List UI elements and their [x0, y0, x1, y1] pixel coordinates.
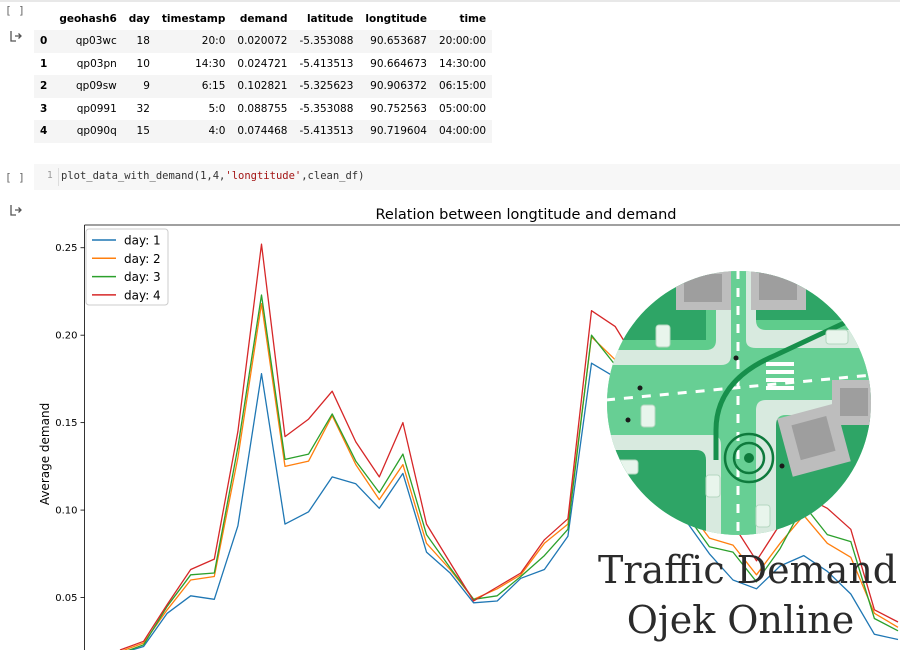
y-ticks: 0.05 0.10 0.15 0.20 0.25 [55, 243, 85, 604]
table-cell: qp0991 [76, 102, 117, 115]
legend-box [85, 228, 169, 306]
table-cell: -5.413513 [299, 57, 354, 70]
table-row: 3 qp0991 32 5:0 0.088755 -5.353088 90.75… [34, 98, 492, 121]
table-cell: 32 [136, 102, 150, 115]
table-cell: 9 [143, 80, 150, 93]
column-header [34, 8, 53, 30]
table-cell: 4:0 [208, 125, 226, 138]
table-cell: qp03wc [75, 35, 117, 48]
column-header: day [128, 13, 150, 25]
table-cell: qp090q [76, 125, 117, 138]
code-prefix: plot_data_with_demand(1,4, [61, 170, 226, 182]
legend-label: day: 2 [124, 252, 161, 266]
table-row: 0 qp03wc 18 20:0 0.020072 -5.353088 90.6… [34, 30, 493, 53]
column-header: demand [239, 13, 288, 25]
table-cell: 90.664673 [370, 57, 427, 70]
y-tick-label: 0.05 [55, 593, 77, 604]
output-arrow-icon [10, 205, 22, 216]
row-index: 1 [40, 57, 48, 70]
table-cell: -5.353088 [299, 102, 354, 115]
output-arrow-icon [10, 31, 22, 42]
row-index: 0 [40, 35, 48, 48]
y-tick-label: 0.10 [55, 506, 77, 517]
code-cell[interactable]: 1 plot_data_with_demand(1,4,'longtitude'… [34, 164, 900, 190]
table-cell: 05:00:00 [438, 102, 487, 115]
series-line-day-3 [127, 294, 899, 650]
table-row: 2 qp09sw 9 6:15 0.102821 -5.325623 90.90… [34, 75, 493, 98]
table-row: 4 qp090q 15 4:0 0.074468 -5.413513 90.71… [34, 120, 493, 143]
chart-title: Relation between longtitude and demand [376, 207, 677, 223]
city-intersection-map-icon [607, 271, 871, 535]
legend-label: day: 4 [124, 288, 161, 302]
table-cell: 5:0 [208, 102, 226, 115]
code-line[interactable]: plot_data_with_demand(1,4,'longtitude',c… [61, 170, 364, 182]
table-cell: 90.906372 [370, 80, 427, 93]
code-string-arg: 'longtitude' [225, 170, 302, 182]
line-number: 1 [47, 170, 53, 181]
row-index: 2 [40, 80, 48, 93]
top-divider [0, 0, 900, 2]
y-tick-label: 0.15 [55, 418, 77, 429]
table-cell: 06:15:00 [438, 80, 487, 93]
line-chart: Relation between longtitude and demand A… [38, 207, 900, 650]
table-cell: 0.074468 [237, 125, 288, 138]
table-cell: -5.413513 [299, 125, 354, 138]
table-cell: 90.653687 [370, 35, 427, 48]
table-cell: 0.088755 [237, 102, 288, 115]
table-cell: -5.325623 [299, 80, 354, 93]
table-cell: 20:0 [201, 35, 226, 48]
table-cell: 0.020072 [237, 35, 288, 48]
legend-label: day: 1 [124, 234, 161, 248]
column-header: latitude [306, 13, 354, 25]
table-cell: 04:00:00 [438, 125, 487, 138]
table-cell: qp03pn [76, 57, 117, 70]
table-cell: 0.102821 [237, 80, 288, 93]
y-tick-label: 0.20 [55, 331, 77, 342]
table-cell: 90.719604 [370, 125, 427, 138]
series-line-day-4 [119, 243, 899, 650]
gutter-divider [58, 168, 59, 186]
series-line-day-2 [122, 303, 899, 650]
table-header-row: geohash6 day timestamp demand latitude l… [34, 8, 492, 30]
table-cell: 18 [136, 35, 150, 48]
y-axis-label: Average demand [38, 403, 52, 505]
series-line-day-1 [129, 362, 899, 650]
table-row: 1 qp03pn 10 14:30 0.024721 -5.413513 90.… [34, 53, 492, 76]
legend: day: 1 day: 2 day: 3 day: 4 [85, 228, 169, 306]
table-cell: 6:15 [201, 80, 226, 93]
cell-run-bracket[interactable]: [ ] [5, 171, 25, 184]
table-cell: 20:00:00 [438, 35, 487, 48]
legend-label: day: 3 [124, 270, 161, 284]
column-header: timestamp [161, 13, 226, 25]
y-tick-label: 0.25 [55, 243, 77, 254]
column-header: geohash6 [59, 13, 117, 25]
table-cell: 14:30:00 [438, 57, 487, 70]
code-suffix: ,clean_df) [301, 170, 365, 182]
overlay-title-line-1: Traffic Demand [598, 548, 898, 592]
table-cell: 90.752563 [370, 102, 427, 115]
row-index: 3 [40, 102, 48, 115]
overlay-title-line-2: Ojek Online [626, 598, 855, 642]
table-cell: qp09sw [76, 80, 117, 93]
dataframe-table: geohash6 day timestamp demand latitude l… [34, 8, 493, 143]
column-header: longtitude [365, 13, 427, 25]
series-lines [119, 243, 899, 650]
table-cell: 0.024721 [237, 57, 288, 70]
column-header: time [459, 13, 487, 25]
table-cell: 10 [136, 57, 150, 70]
table-cell: 14:30 [195, 57, 226, 70]
table-cell: -5.353088 [299, 35, 354, 48]
row-index: 4 [40, 125, 48, 138]
cell-run-bracket[interactable]: [ ] [5, 4, 25, 17]
table-cell: 15 [136, 125, 150, 138]
